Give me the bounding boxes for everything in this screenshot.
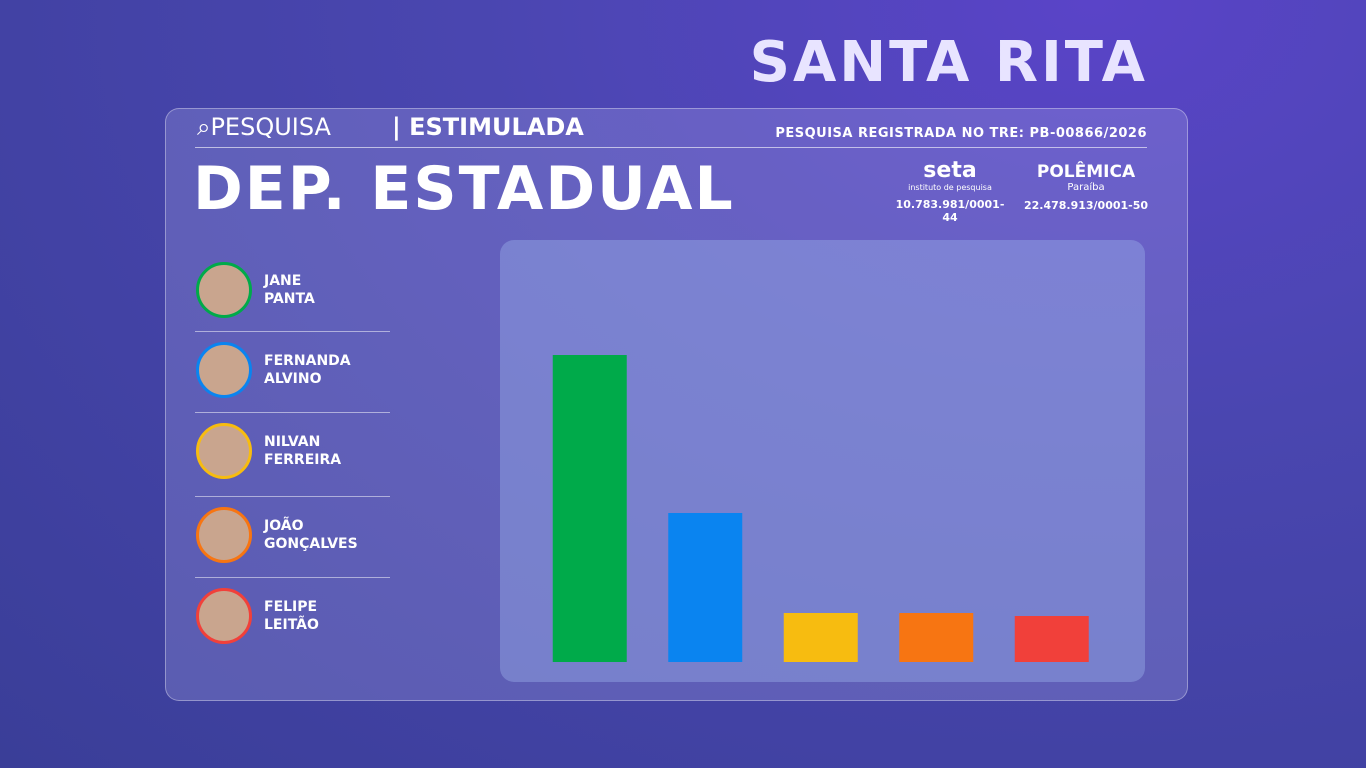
- avatar: [196, 342, 252, 398]
- avatar: [196, 588, 252, 644]
- logo-subtitle: instituto de pesquisa: [908, 183, 992, 192]
- office-title: DEP. ESTADUAL: [193, 154, 735, 224]
- logo-subtitle: Paraíba: [1067, 182, 1105, 193]
- bar: [668, 513, 743, 662]
- legend-entry: FELIPE LEITÃO: [195, 576, 390, 656]
- location: SANTA RITA: [749, 30, 1148, 95]
- bar: [1014, 616, 1089, 662]
- bar: [899, 613, 974, 662]
- avatar: [196, 423, 252, 479]
- separator: [195, 331, 390, 332]
- legend-label: NILVAN FERREIRA: [264, 434, 342, 468]
- avatar: [196, 262, 252, 318]
- avatar: [196, 507, 252, 563]
- bar: [783, 613, 858, 662]
- logo-cnpj: 10.783.981/0001-44: [895, 198, 1005, 224]
- legend-entry: JOÃO GONÇALVES: [195, 495, 390, 575]
- survey-type: | ESTIMULADA: [392, 113, 584, 141]
- legend-label: FERNANDA ALVINO: [264, 353, 351, 387]
- survey-label-text: PESQUISA: [210, 113, 331, 141]
- header-line: [195, 147, 1147, 148]
- legend-entry: NILVAN FERREIRA: [195, 411, 390, 491]
- logo-seta: seta instituto de pesquisa 10.783.981/00…: [890, 158, 1010, 224]
- legend-entry: JANE PANTA: [195, 250, 390, 330]
- legend-entry: FERNANDA ALVINO: [195, 330, 390, 410]
- survey-label: ⌕PESQUISA: [197, 113, 331, 141]
- bar: [552, 355, 627, 662]
- legend-label: JOÃO GONÇALVES: [264, 518, 358, 552]
- logo-name: POLÊMICA: [1036, 162, 1136, 182]
- separator: [195, 577, 390, 578]
- survey-type-text: ESTIMULADA: [409, 113, 584, 141]
- legend-label: FELIPE LEITÃO: [264, 599, 319, 633]
- registration: PESQUISA REGISTRADA NO TRE: PB-00866/202…: [775, 126, 1147, 141]
- logo-polemica: POLÊMICA Paraíba 22.478.913/0001-50: [1022, 162, 1150, 212]
- separator: [195, 496, 390, 497]
- logo-name: seta: [923, 158, 977, 183]
- legend-label: JANE PANTA: [264, 273, 315, 307]
- separator: [195, 412, 390, 413]
- logo-cnpj: 22.478.913/0001-50: [1023, 199, 1149, 212]
